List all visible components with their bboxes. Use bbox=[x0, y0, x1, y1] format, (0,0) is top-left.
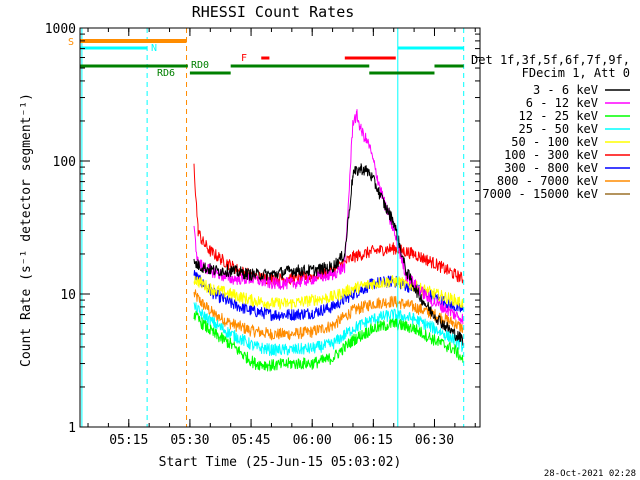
series-line-4 bbox=[193, 275, 464, 310]
x-tick-label-2: 05:45 bbox=[231, 433, 270, 448]
legend-label-4: 50 - 100 keV bbox=[511, 135, 598, 149]
legend-label-1: 6 - 12 keV bbox=[526, 96, 598, 110]
series-line-0 bbox=[193, 163, 464, 346]
marker-label-rd6: RD6 bbox=[157, 68, 175, 79]
marker-label-n: N bbox=[151, 43, 157, 54]
x-tick-label-1: 05:30 bbox=[170, 433, 209, 448]
marker-bars: S N F RD0 RD6 bbox=[68, 37, 464, 79]
marker-label-rd0: RD0 bbox=[191, 60, 209, 71]
chart-title: RHESSI Count Rates bbox=[192, 3, 355, 21]
plot-frame bbox=[79, 27, 481, 428]
legend-label-7: 800 - 7000 keV bbox=[497, 174, 598, 188]
y-tick-label-3: 1000 bbox=[45, 22, 76, 37]
x-tick-label-3: 06:00 bbox=[293, 433, 332, 448]
series-line-5 bbox=[193, 163, 464, 286]
series-line-7 bbox=[193, 289, 464, 341]
x-tick-label-0: 05:15 bbox=[109, 433, 148, 448]
y-tick-label-0: 1 bbox=[68, 421, 76, 436]
legend-header-line-2: FDecim 1, Att 0 bbox=[522, 66, 630, 80]
y-tick-label-2: 100 bbox=[53, 155, 76, 170]
marker-label-f: F bbox=[241, 53, 247, 64]
x-tick-label-5: 06:30 bbox=[415, 433, 454, 448]
y-axis-label: Count Rate (s⁻¹ detector segment⁻¹) bbox=[19, 93, 34, 367]
marker-label-s: S bbox=[68, 37, 74, 48]
axes: 05:15 05:30 05:45 06:00 06:15 06:30 1 10 100 1000 bbox=[45, 22, 480, 448]
series-line-2 bbox=[193, 310, 464, 372]
data-layer bbox=[81, 28, 465, 427]
legend-label-0: 3 - 6 keV bbox=[533, 83, 598, 97]
series-line-3 bbox=[193, 302, 464, 357]
timestamp: 28-Oct-2021 02:28 bbox=[544, 469, 636, 479]
y-tick-label-1: 10 bbox=[60, 288, 76, 303]
legend-label-2: 12 - 25 keV bbox=[519, 109, 598, 123]
legend-header-line-1: Det 1f,3f,5f,6f,7f,9f, bbox=[471, 53, 630, 67]
x-axis-label: Start Time (25-Jun-15 05:03:02) bbox=[159, 455, 402, 470]
x-tick-label-4: 06:15 bbox=[354, 433, 393, 448]
legend-label-3: 25 - 50 keV bbox=[519, 122, 598, 136]
legend-label-6: 300 - 800 keV bbox=[504, 161, 598, 175]
legend-label-8: 7000 - 15000 keV bbox=[482, 187, 598, 201]
legend-label-5: 100 - 300 keV bbox=[504, 148, 598, 162]
